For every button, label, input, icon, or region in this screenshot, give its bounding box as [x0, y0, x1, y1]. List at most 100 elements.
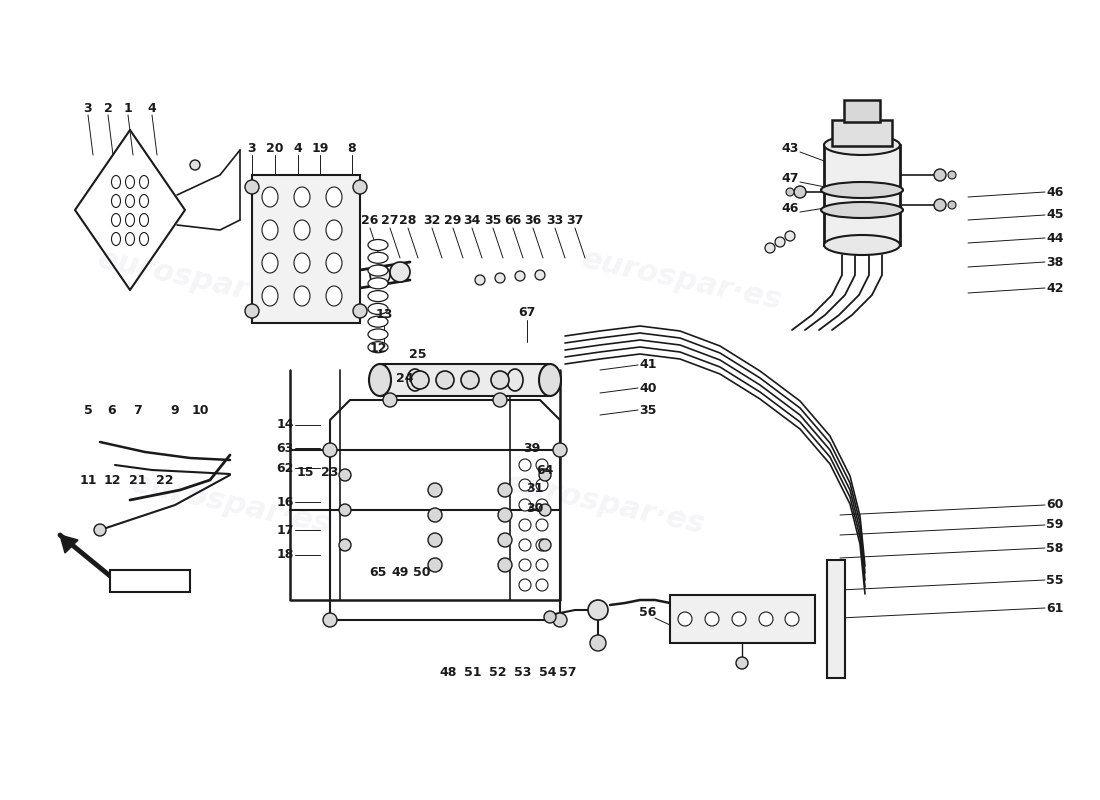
Ellipse shape	[262, 286, 278, 306]
Text: 36: 36	[525, 214, 541, 226]
Circle shape	[519, 539, 531, 551]
Text: 12: 12	[370, 342, 387, 354]
Text: 42: 42	[1046, 282, 1064, 294]
Text: 52: 52	[490, 666, 507, 678]
Circle shape	[339, 504, 351, 516]
Text: 67: 67	[518, 306, 536, 318]
Text: eurospar·es: eurospar·es	[579, 245, 785, 315]
Text: 15: 15	[296, 466, 314, 478]
Text: 65: 65	[370, 566, 387, 578]
Text: 32: 32	[424, 214, 441, 226]
Circle shape	[539, 504, 551, 516]
Text: 29: 29	[444, 214, 462, 226]
Circle shape	[776, 237, 785, 247]
Text: 41: 41	[639, 358, 657, 371]
Ellipse shape	[326, 286, 342, 306]
Text: 11: 11	[79, 474, 97, 486]
Circle shape	[339, 539, 351, 551]
Text: 47: 47	[781, 171, 799, 185]
Ellipse shape	[539, 364, 561, 396]
Ellipse shape	[262, 220, 278, 240]
Ellipse shape	[262, 253, 278, 273]
Text: 54: 54	[539, 666, 557, 678]
Text: 22: 22	[156, 474, 174, 486]
Circle shape	[94, 524, 106, 536]
Text: 4: 4	[294, 142, 302, 154]
Text: 34: 34	[463, 214, 481, 226]
Text: 46: 46	[1046, 186, 1064, 198]
Text: 51: 51	[464, 666, 482, 678]
Text: 3: 3	[248, 142, 256, 154]
Circle shape	[339, 469, 351, 481]
Circle shape	[732, 612, 746, 626]
Circle shape	[515, 271, 525, 281]
Text: 48: 48	[439, 666, 456, 678]
Text: 13: 13	[375, 309, 393, 322]
Circle shape	[245, 180, 258, 194]
Ellipse shape	[368, 303, 388, 314]
Ellipse shape	[125, 233, 134, 246]
Circle shape	[536, 459, 548, 471]
Text: 63: 63	[276, 442, 294, 454]
Text: 28: 28	[399, 214, 417, 226]
Text: 58: 58	[1046, 542, 1064, 554]
Circle shape	[759, 612, 773, 626]
Text: 55: 55	[1046, 574, 1064, 586]
Circle shape	[390, 262, 410, 282]
Text: 35: 35	[484, 214, 502, 226]
Circle shape	[785, 231, 795, 241]
Circle shape	[519, 519, 531, 531]
Circle shape	[786, 188, 794, 196]
Circle shape	[678, 612, 692, 626]
Circle shape	[383, 393, 397, 407]
Circle shape	[785, 612, 799, 626]
Text: 1: 1	[123, 102, 132, 114]
Text: 66: 66	[505, 214, 521, 226]
Text: 49: 49	[392, 566, 409, 578]
Ellipse shape	[111, 233, 121, 246]
Text: 4: 4	[147, 102, 156, 114]
Text: 53: 53	[515, 666, 531, 678]
Text: 50: 50	[414, 566, 431, 578]
Ellipse shape	[294, 253, 310, 273]
Ellipse shape	[368, 342, 388, 353]
Ellipse shape	[368, 316, 388, 327]
Text: 16: 16	[276, 495, 294, 509]
Text: 60: 60	[1046, 498, 1064, 511]
Text: 17: 17	[276, 523, 294, 537]
Text: 14: 14	[276, 418, 294, 431]
Ellipse shape	[294, 286, 310, 306]
Bar	[252, 175, 360, 323]
Ellipse shape	[368, 239, 388, 250]
Text: 61: 61	[1046, 602, 1064, 614]
Ellipse shape	[407, 369, 424, 391]
Bar	[110, 570, 190, 592]
Ellipse shape	[368, 364, 390, 396]
Polygon shape	[60, 535, 78, 553]
Circle shape	[535, 270, 544, 280]
Circle shape	[705, 612, 719, 626]
Text: 25: 25	[409, 349, 427, 362]
Ellipse shape	[326, 187, 342, 207]
Circle shape	[536, 499, 548, 511]
Text: 64: 64	[537, 463, 553, 477]
Circle shape	[519, 459, 531, 471]
Text: 30: 30	[526, 502, 543, 514]
Ellipse shape	[507, 369, 522, 391]
Bar	[824, 145, 900, 245]
Text: 5: 5	[84, 403, 92, 417]
Circle shape	[323, 443, 337, 457]
Circle shape	[353, 180, 367, 194]
Text: 56: 56	[639, 606, 657, 618]
Circle shape	[519, 579, 531, 591]
Ellipse shape	[824, 135, 900, 155]
Circle shape	[436, 371, 454, 389]
Bar	[670, 595, 815, 643]
Circle shape	[428, 483, 442, 497]
Circle shape	[536, 519, 548, 531]
Ellipse shape	[111, 194, 121, 207]
Text: 38: 38	[1046, 255, 1064, 269]
Text: eurospar·es: eurospar·es	[128, 469, 334, 539]
Circle shape	[493, 393, 507, 407]
Ellipse shape	[368, 278, 388, 289]
